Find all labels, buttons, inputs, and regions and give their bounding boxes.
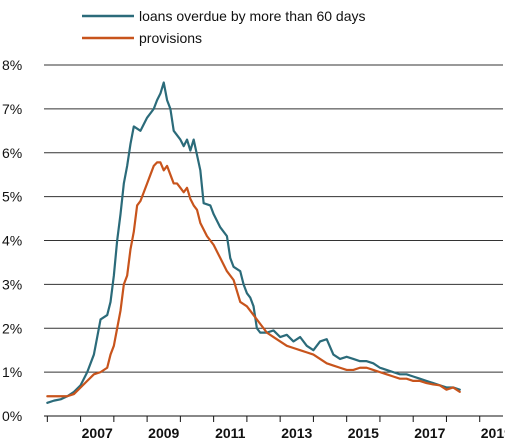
legend: loans overdue by more than 60 days provis… [82,8,365,46]
series-line-2 [46,161,461,398]
series-lines [46,81,461,404]
gridlines [44,64,503,373]
x-tick-label: 2019 [481,425,505,441]
x-axis: 2007 2009 2011 2013 2015 2017 2019 [44,415,505,441]
y-axis-tick-labels: 0% 1% 2% 3% 4% 5% 6% 7% 8% [2,57,22,424]
y-tick-label: 5% [2,189,22,205]
x-tick-label: 2011 [215,425,246,441]
x-tick-label: 2017 [414,425,445,441]
y-tick-label: 0% [2,408,22,424]
x-tick-label: 2013 [281,425,312,441]
legend-label-1: loans overdue by more than 60 days [139,8,365,24]
y-tick-label: 7% [2,101,22,117]
x-tick-label: 2007 [82,425,113,441]
series-line-1 [46,81,461,404]
legend-label-2: provisions [139,30,202,46]
y-tick-label: 8% [2,57,22,73]
x-tick-label: 2009 [148,425,179,441]
y-tick-label: 6% [2,145,22,161]
y-tick-label: 1% [2,364,22,380]
y-tick-label: 2% [2,320,22,336]
y-tick-label: 3% [2,276,22,292]
y-tick-label: 4% [2,233,22,249]
x-tick-label: 2015 [348,425,379,441]
